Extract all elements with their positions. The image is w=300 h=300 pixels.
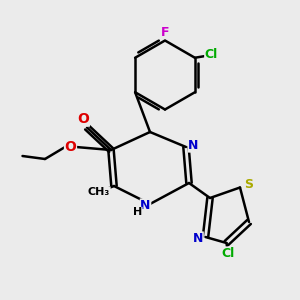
Text: CH₃: CH₃ (88, 187, 110, 197)
Text: O: O (77, 112, 89, 126)
Text: F: F (161, 26, 169, 39)
Text: N: N (193, 232, 203, 245)
Text: S: S (244, 178, 253, 191)
Text: H: H (133, 207, 142, 218)
Text: Cl: Cl (221, 247, 235, 260)
Text: N: N (140, 199, 151, 212)
Text: O: O (64, 140, 76, 154)
Text: N: N (188, 139, 199, 152)
Text: Cl: Cl (205, 48, 218, 61)
